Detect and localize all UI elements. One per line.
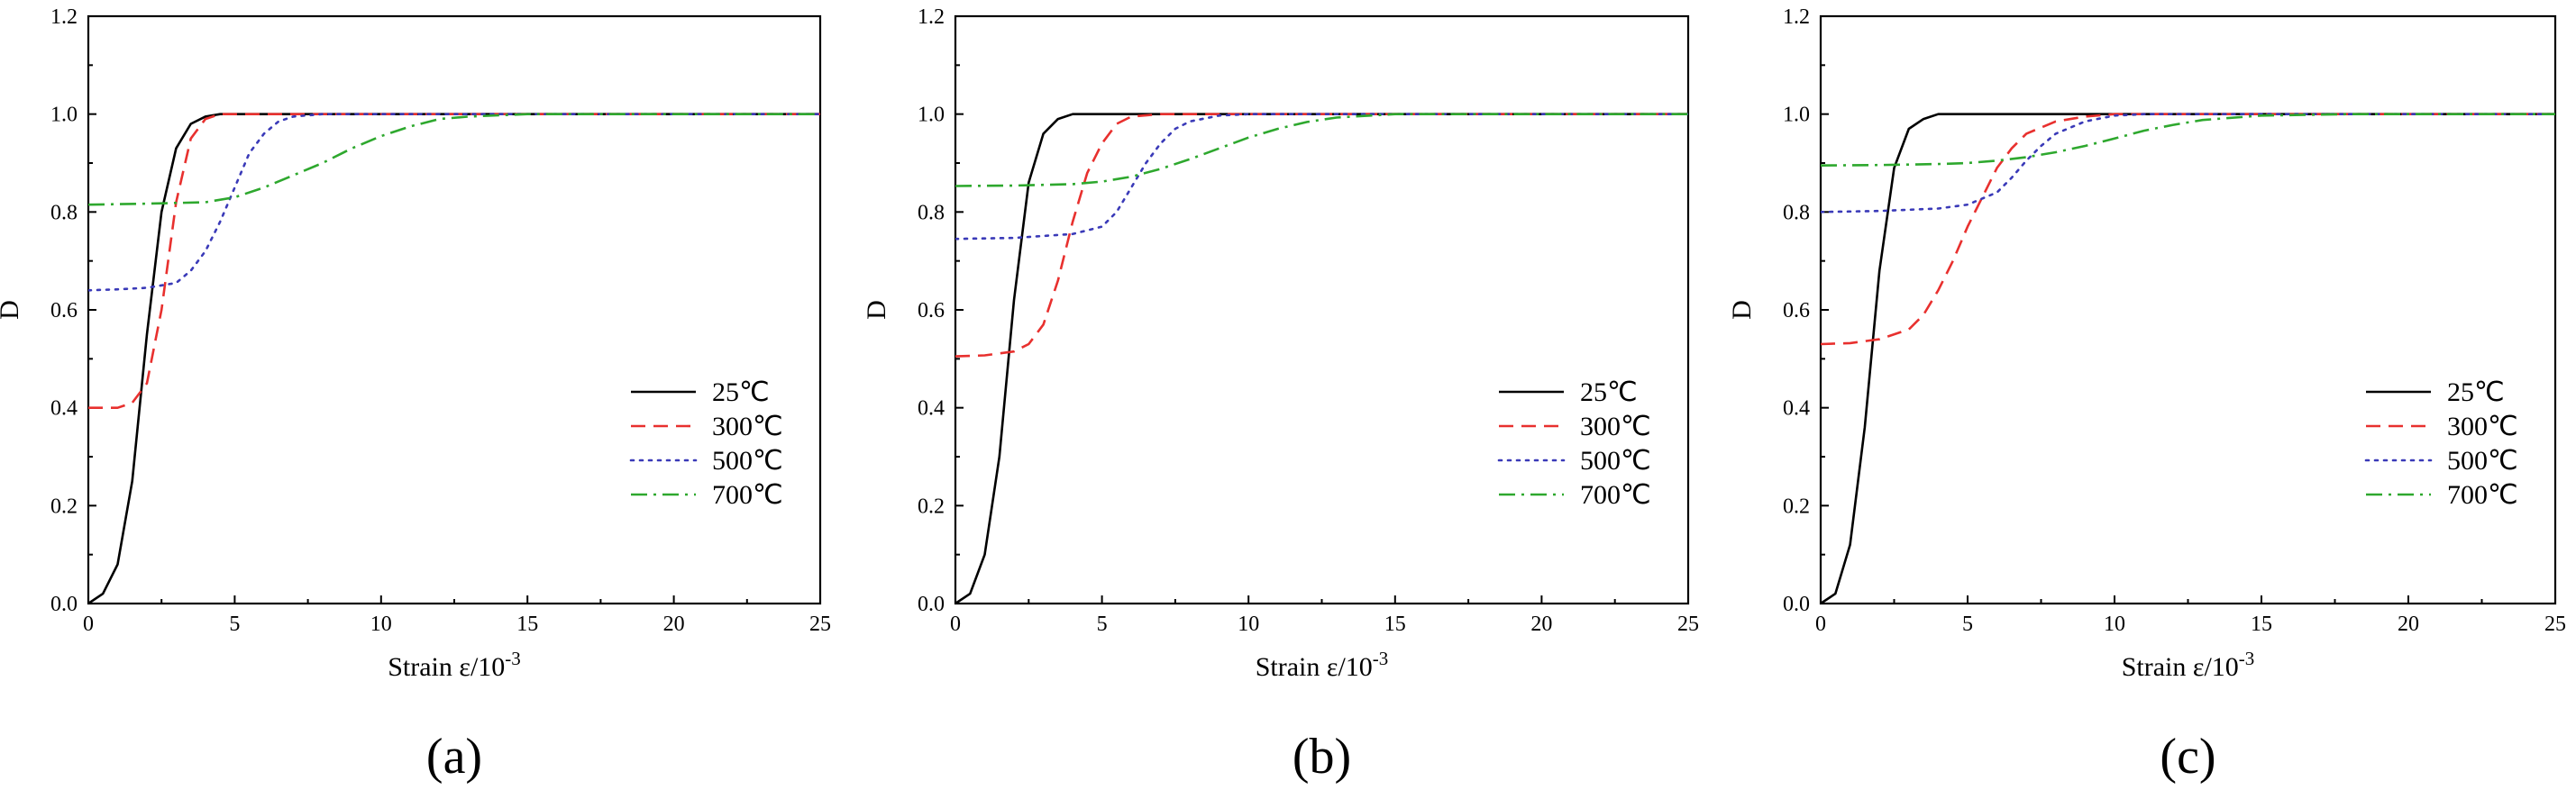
- panel-label: (a): [426, 729, 482, 785]
- y-tick-label: 1.2: [1783, 5, 1810, 29]
- series-line-3: [1821, 113, 2555, 213]
- chart-panel-1: 0 5 10 15 20 25 0.0 0.2 0.4 0.6 0.8 1.0 1.2 25℃ 300℃ 50…: [0, 5, 831, 785]
- x-tick-label: 25: [1677, 613, 1699, 636]
- x-tick-label: 20: [663, 613, 685, 636]
- y-tick-label: 0.8: [50, 201, 78, 224]
- y-tick-label: 1.2: [50, 5, 78, 29]
- x-tick-label: 5: [1097, 613, 1108, 636]
- series-group: [1821, 113, 2555, 604]
- series-group: [955, 113, 1688, 604]
- x-tick-label: 25: [809, 613, 831, 636]
- plot-frame: [1819, 14, 2557, 605]
- y-tick-label: 0.8: [918, 201, 945, 224]
- y-tick-label: 0.6: [1783, 299, 1810, 322]
- y-tick-label: 0.4: [1783, 397, 1810, 421]
- legend-label-2: 300℃: [712, 412, 783, 441]
- plot-frame: [954, 14, 1690, 605]
- x-axis-title-exponent: -3: [2239, 648, 2255, 669]
- x-tick-label: 15: [2251, 613, 2272, 636]
- y-tick-label: 0.2: [50, 495, 78, 518]
- x-tick-label: 5: [1962, 613, 1973, 636]
- legend-label-4: 700℃: [1580, 480, 1651, 510]
- y-tick-label: 1.2: [918, 5, 945, 29]
- y-tick-label: 1.0: [50, 104, 78, 127]
- y-tick-label: 0.2: [1783, 495, 1810, 518]
- x-tick-label: 10: [1238, 613, 1259, 636]
- x-axis-title-text: Strain ε/10: [2122, 652, 2239, 682]
- x-tick-label: 15: [1384, 613, 1406, 636]
- legend-label-1: 25℃: [712, 377, 770, 407]
- chart-panel-2: 0 5 10 15 20 25 0.0 0.2 0.4 0.6 0.8 1.0 1.2 25℃ 300℃ 50…: [862, 5, 1699, 785]
- x-tick-label: 5: [229, 613, 240, 636]
- x-tick-label: 10: [2104, 613, 2125, 636]
- x-axis-title: Strain ε/10-3: [1256, 648, 1389, 682]
- x-tick-label: 15: [516, 613, 538, 636]
- x-axis-title-text: Strain ε/10: [1256, 652, 1373, 682]
- x-axis-title: Strain ε/10-3: [2122, 648, 2255, 682]
- y-tick-label: 0.6: [50, 299, 78, 322]
- x-tick-label: 0: [1815, 613, 1826, 636]
- legend-label-3: 500℃: [1580, 446, 1651, 476]
- y-tick-label: 1.0: [918, 104, 945, 127]
- y-axis-title: D: [0, 300, 24, 320]
- chart-panel-3: 0 5 10 15 20 25 0.0 0.2 0.4 0.6 0.8 1.0 1.2 25℃ 300℃ 50…: [1727, 5, 2566, 785]
- x-axis-title-exponent: -3: [505, 648, 521, 669]
- series-line-4: [88, 113, 820, 206]
- legend: 25℃ 300℃ 500℃ 700℃: [2364, 377, 2518, 510]
- x-tick-label: 0: [83, 613, 94, 636]
- series-line-1: [1821, 113, 2555, 604]
- x-axis-title: Strain ε/10-3: [388, 648, 521, 682]
- legend-label-2: 300℃: [2447, 412, 2518, 441]
- x-tick-label: 10: [370, 613, 392, 636]
- x-tick-label: 20: [1530, 613, 1552, 636]
- y-tick-label: 0.6: [918, 299, 945, 322]
- panel-label: (b): [1293, 729, 1351, 785]
- legend-label-4: 700℃: [2447, 480, 2518, 510]
- y-tick-label: 1.0: [1783, 104, 1810, 127]
- x-tick-label: 25: [2544, 613, 2566, 636]
- y-tick-label: 0.4: [918, 397, 945, 421]
- x-axis-title-exponent: -3: [1373, 648, 1389, 669]
- legend-label-3: 500℃: [712, 446, 783, 476]
- y-tick-label: 0.0: [50, 593, 78, 616]
- legend-label-3: 500℃: [2447, 446, 2518, 476]
- legend: 25℃ 300℃ 500℃ 700℃: [629, 377, 783, 510]
- legend-label-1: 25℃: [1580, 377, 1638, 407]
- x-tick-label: 20: [2398, 613, 2419, 636]
- series-line-2: [955, 113, 1688, 358]
- plot-frame: [87, 14, 822, 605]
- y-tick-label: 0.2: [918, 495, 945, 518]
- y-tick-label: 0.4: [50, 397, 78, 421]
- series-line-1: [88, 113, 820, 604]
- series-line-3: [955, 113, 1688, 241]
- series-line-4: [1821, 113, 2555, 167]
- series-line-2: [1821, 113, 2555, 346]
- series-line-4: [955, 113, 1688, 187]
- y-axis-title: D: [1727, 300, 1757, 320]
- series-group: [88, 113, 820, 604]
- x-axis-title-text: Strain ε/10: [388, 652, 505, 682]
- y-axis-title: D: [862, 300, 891, 320]
- y-tick-label: 0.0: [1783, 593, 1810, 616]
- y-tick-label: 0.8: [1783, 201, 1810, 224]
- panel-label: (c): [2160, 729, 2215, 785]
- legend-label-4: 700℃: [712, 480, 783, 510]
- y-tick-label: 0.0: [918, 593, 945, 616]
- x-tick-label: 0: [950, 613, 961, 636]
- legend-label-2: 300℃: [1580, 412, 1651, 441]
- series-line-3: [88, 113, 820, 292]
- legend: 25℃ 300℃ 500℃ 700℃: [1497, 377, 1651, 510]
- legend-label-1: 25℃: [2447, 377, 2505, 407]
- series-line-1: [955, 113, 1688, 604]
